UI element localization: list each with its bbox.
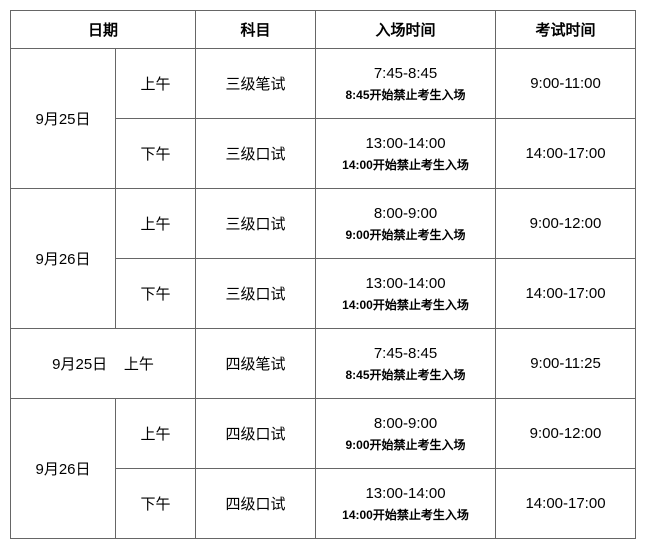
entry-note-text: 14:00开始禁止考生入场: [320, 506, 491, 525]
entry-time-text: 13:00-14:00: [320, 132, 491, 156]
period-text: 上午: [124, 356, 154, 373]
entry-note-text: 14:00开始禁止考生入场: [320, 156, 491, 175]
cell-subject: 三级口试: [196, 259, 316, 329]
table-row: 9月26日 上午 三级口试 8:00-9:00 9:00开始禁止考生入场 9:0…: [11, 189, 636, 259]
entry-time-text: 8:00-9:00: [320, 412, 491, 436]
cell-entry: 13:00-14:00 14:00开始禁止考生入场: [316, 119, 496, 189]
cell-exam-time: 9:00-12:00: [496, 399, 636, 469]
entry-note-text: 9:00开始禁止考生入场: [320, 436, 491, 455]
date-text: 9月25日: [52, 356, 107, 373]
header-entry-time: 入场时间: [316, 11, 496, 49]
entry-time-text: 7:45-8:45: [320, 62, 491, 86]
entry-time-text: 8:00-9:00: [320, 202, 491, 226]
cell-date: 9月26日: [11, 189, 116, 329]
cell-exam-time: 14:00-17:00: [496, 259, 636, 329]
entry-note-text: 8:45开始禁止考生入场: [320, 366, 491, 385]
cell-entry: 7:45-8:45 8:45开始禁止考生入场: [316, 329, 496, 399]
cell-entry: 7:45-8:45 8:45开始禁止考生入场: [316, 49, 496, 119]
cell-exam-time: 9:00-11:00: [496, 49, 636, 119]
cell-subject: 四级笔试: [196, 329, 316, 399]
entry-note-text: 9:00开始禁止考生入场: [320, 226, 491, 245]
cell-exam-time: 9:00-11:25: [496, 329, 636, 399]
cell-date: 9月26日: [11, 399, 116, 539]
header-exam-time: 考试时间: [496, 11, 636, 49]
table-header-row: 日期 科目 入场时间 考试时间: [11, 11, 636, 49]
cell-subject: 三级口试: [196, 119, 316, 189]
entry-time-text: 13:00-14:00: [320, 482, 491, 506]
table-row: 9月25日 上午 四级笔试 7:45-8:45 8:45开始禁止考生入场 9:0…: [11, 329, 636, 399]
cell-date: 9月25日 上午: [11, 329, 196, 399]
cell-subject: 三级口试: [196, 189, 316, 259]
cell-period: 上午: [116, 189, 196, 259]
cell-period: 上午: [116, 49, 196, 119]
cell-subject: 四级口试: [196, 469, 316, 539]
table-row: 9月26日 上午 四级口试 8:00-9:00 9:00开始禁止考生入场 9:0…: [11, 399, 636, 469]
cell-exam-time: 14:00-17:00: [496, 119, 636, 189]
cell-entry: 13:00-14:00 14:00开始禁止考生入场: [316, 469, 496, 539]
cell-period: 下午: [116, 119, 196, 189]
cell-period: 下午: [116, 469, 196, 539]
cell-subject: 三级笔试: [196, 49, 316, 119]
cell-exam-time: 14:00-17:00: [496, 469, 636, 539]
entry-time-text: 13:00-14:00: [320, 272, 491, 296]
table-row: 9月25日 上午 三级笔试 7:45-8:45 8:45开始禁止考生入场 9:0…: [11, 49, 636, 119]
cell-exam-time: 9:00-12:00: [496, 189, 636, 259]
cell-entry: 8:00-9:00 9:00开始禁止考生入场: [316, 189, 496, 259]
cell-subject: 四级口试: [196, 399, 316, 469]
cell-entry: 8:00-9:00 9:00开始禁止考生入场: [316, 399, 496, 469]
cell-date: 9月25日: [11, 49, 116, 189]
header-date: 日期: [11, 11, 196, 49]
entry-note-text: 14:00开始禁止考生入场: [320, 296, 491, 315]
cell-period: 下午: [116, 259, 196, 329]
cell-entry: 13:00-14:00 14:00开始禁止考生入场: [316, 259, 496, 329]
cell-period: 上午: [116, 399, 196, 469]
header-subject: 科目: [196, 11, 316, 49]
entry-time-text: 7:45-8:45: [320, 342, 491, 366]
entry-note-text: 8:45开始禁止考生入场: [320, 86, 491, 105]
exam-schedule-table: 日期 科目 入场时间 考试时间 9月25日 上午 三级笔试 7:45-8:45 …: [10, 10, 636, 539]
